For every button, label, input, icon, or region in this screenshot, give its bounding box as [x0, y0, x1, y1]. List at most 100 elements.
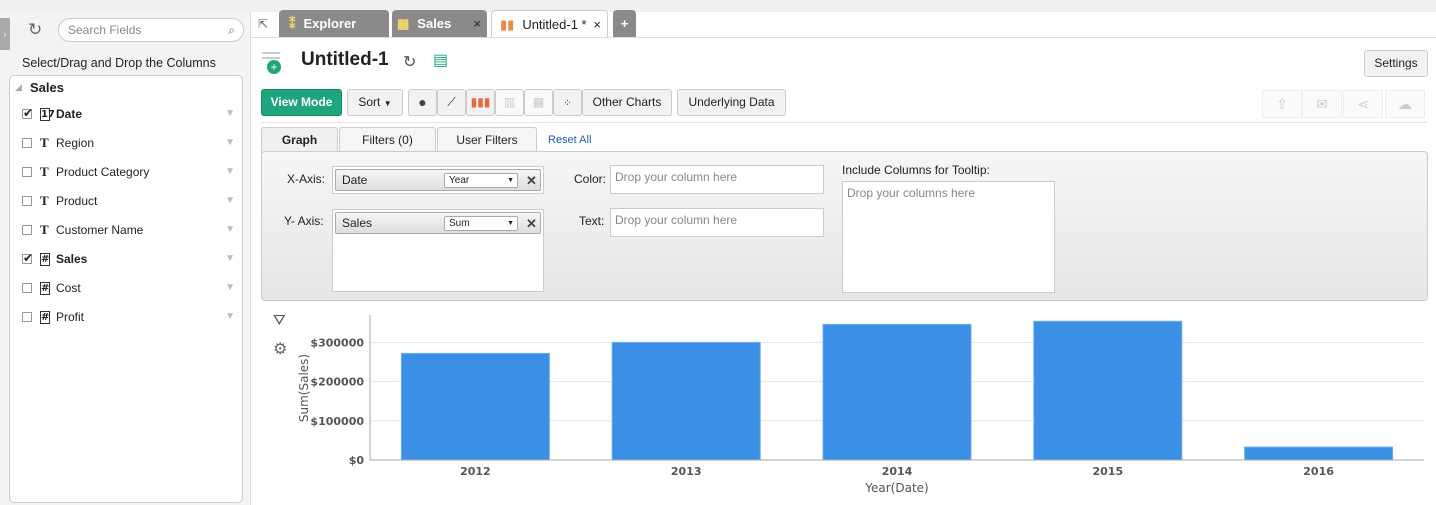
view-mode-button[interactable]: View Mode [261, 89, 342, 116]
divider [251, 37, 1436, 38]
checkbox[interactable] [22, 312, 32, 322]
y-tick-label: $300000 [310, 336, 364, 349]
filter-icon[interactable]: ▼ [225, 166, 235, 177]
text-type-icon: T [40, 135, 49, 150]
remove-icon[interactable]: ✕ [526, 216, 537, 231]
email-icon[interactable]: ✉ [1302, 90, 1342, 118]
stacked-chart-button[interactable]: ▥ [495, 89, 524, 116]
pie-chart-button[interactable]: ● [408, 89, 437, 116]
stacked-chart-icon: ▥ [503, 95, 516, 109]
checkbox[interactable] [22, 225, 32, 235]
bar-chart-button[interactable]: ▮▮▮ [466, 89, 495, 116]
scatter-chart-button[interactable]: ⁘ [553, 89, 582, 116]
export-icon[interactable]: ⇪ [1262, 90, 1302, 118]
bar-chart-icon: ▮▮ [500, 17, 515, 32]
tab-user-filters[interactable]: User Filters [437, 127, 537, 153]
sort-button[interactable]: Sort ▼ [347, 89, 403, 116]
bar-2015[interactable] [1033, 320, 1183, 461]
x-axis-drop[interactable]: Date Year ▼ ✕ [332, 166, 544, 194]
add-filter-icon[interactable]: ⛛ [273, 312, 286, 329]
line-chart-button[interactable]: ⟋ [437, 89, 466, 116]
close-icon[interactable]: × [473, 16, 481, 31]
filter-icon[interactable]: ▼ [225, 195, 235, 206]
x-axis-label: X-Axis: [287, 172, 326, 186]
checkbox[interactable]: ✔ [22, 106, 34, 120]
field-item[interactable]: T Product Category ▼ [22, 162, 237, 182]
tab-filters[interactable]: Filters (0) [339, 127, 436, 153]
x-axis-column-pill[interactable]: Date Year ▼ ✕ [335, 169, 541, 191]
field-name: Cost [56, 281, 81, 295]
text-drop[interactable]: Drop your column here [610, 208, 824, 237]
filter-icon[interactable]: ▼ [225, 311, 235, 322]
tab-untitled-1[interactable]: ▮▮ Untitled-1 * × [491, 10, 608, 38]
add-report-icon[interactable]: + [262, 50, 284, 74]
field-name: Customer Name [56, 223, 144, 237]
filter-icon[interactable]: ▼ [225, 137, 235, 148]
scatter-grid-button[interactable]: ▩ [524, 89, 553, 116]
save-icon[interactable]: ▤ [433, 52, 449, 69]
color-drop[interactable]: Drop your column here [610, 165, 824, 194]
new-tab-button[interactable]: + [613, 10, 636, 38]
settings-button[interactable]: Settings [1364, 50, 1428, 77]
y-tick-label: $100000 [310, 415, 364, 428]
y-axis-drop[interactable]: Sales Sum ▼ ✕ [332, 209, 544, 292]
gear-icon[interactable]: ⚙ [273, 341, 288, 358]
pie-chart-icon: ● [418, 94, 427, 110]
publish-cloud-icon[interactable]: ☁ [1385, 90, 1425, 118]
tab-graph[interactable]: Graph [261, 127, 338, 154]
expand-sidebar-handle[interactable]: › [0, 18, 10, 50]
field-list: ◢ Sales ✔ 17 Date ▼ T Region ▼ T Product… [9, 75, 243, 503]
line-chart-icon: ⟋ [447, 95, 456, 109]
other-charts-button[interactable]: Other Charts [582, 89, 672, 116]
report-title: Untitled-1 [301, 49, 389, 70]
bar-2014[interactable] [822, 323, 972, 461]
field-item[interactable]: ✔ 17 Date ▼ [22, 104, 237, 124]
number-type-icon: # [40, 253, 50, 266]
bar-2012[interactable] [400, 352, 550, 461]
filter-icon[interactable]: ▼ [225, 108, 235, 119]
checkbox[interactable] [22, 167, 32, 177]
filter-icon[interactable]: ▼ [225, 253, 235, 264]
tab-sales[interactable]: ▦ Sales × [392, 10, 487, 38]
y-axis-column-pill[interactable]: Sales Sum ▼ ✕ [335, 212, 541, 234]
search-placeholder: Search Fields [68, 23, 142, 37]
field-item[interactable]: T Customer Name ▼ [22, 220, 237, 240]
y-axis-title: Sum(Sales) [297, 354, 311, 422]
checkbox[interactable] [22, 138, 32, 148]
expand-icon[interactable]: ⇱ [258, 17, 269, 31]
filter-icon[interactable]: ▼ [225, 224, 235, 235]
refresh-icon[interactable]: ↻ [403, 54, 417, 71]
y-agg-select[interactable]: Sum ▼ [444, 216, 518, 231]
search-input[interactable]: Search Fields ⌕ [58, 18, 244, 42]
color-label: Color: [574, 172, 607, 186]
pill-label: Sales [342, 216, 373, 230]
checkbox[interactable]: ✔ [22, 251, 34, 265]
x-agg-select[interactable]: Year ▼ [444, 173, 518, 188]
tab-label: Explorer [303, 16, 357, 31]
field-item[interactable]: # Profit ▼ [22, 307, 237, 327]
tooltip-drop[interactable]: Drop your columns here [842, 181, 1055, 293]
text-type-icon: T [40, 164, 49, 179]
filter-icon[interactable]: ▼ [225, 282, 235, 293]
x-tick-label: 2012 [460, 465, 491, 478]
bar-2013[interactable] [611, 341, 761, 461]
reset-all-link[interactable]: Reset All [548, 134, 592, 146]
bar-2016[interactable] [1244, 446, 1394, 461]
close-icon[interactable]: × [593, 17, 601, 32]
bar-chart-icon: ▮▮▮ [470, 95, 491, 109]
tab-explorer[interactable]: ⁑ Explorer [279, 10, 389, 38]
field-item[interactable]: T Product ▼ [22, 191, 237, 211]
refresh-icon[interactable]: ↻ [28, 20, 43, 39]
field-name: Sales [56, 252, 88, 266]
checkbox[interactable] [22, 196, 32, 206]
underlying-data-button[interactable]: Underlying Data [677, 89, 786, 116]
checkbox[interactable] [22, 283, 32, 293]
collapse-icon[interactable]: ◢ [15, 82, 22, 92]
scatter-grid-icon: ▩ [532, 95, 545, 109]
field-item[interactable]: # Cost ▼ [22, 278, 237, 298]
share-icon[interactable]: ⋖ [1343, 90, 1383, 118]
field-item[interactable]: ✔ # Sales ▼ [22, 249, 237, 269]
remove-icon[interactable]: ✕ [526, 173, 537, 188]
tab-label: Untitled-1 * [522, 17, 587, 32]
field-item[interactable]: T Region ▼ [22, 133, 237, 153]
